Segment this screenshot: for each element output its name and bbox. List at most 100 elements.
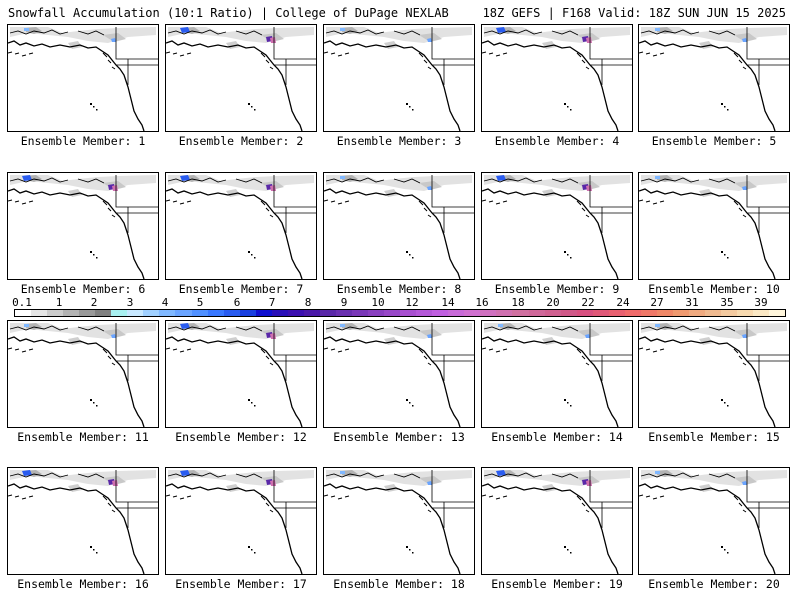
snow-heavy-area: [270, 333, 276, 339]
hawaii-island: [93, 402, 95, 404]
landmass-outline: [483, 325, 579, 332]
ensemble-member-map: [638, 24, 790, 132]
landmass-outline: [325, 325, 421, 332]
colorbar-swatch: [769, 310, 786, 316]
colorbar-swatch: [191, 310, 208, 316]
hawaii-island: [248, 251, 250, 253]
snow-area: [734, 476, 757, 485]
hawaii-island: [406, 251, 408, 253]
colorbar-swatch: [576, 310, 593, 316]
snow-moderate-area: [427, 334, 432, 338]
hawaii-island: [412, 257, 414, 259]
hawaii-island: [570, 552, 572, 554]
hawaii-island: [721, 103, 723, 105]
hawaii-island: [90, 103, 92, 105]
hawaii-island: [567, 254, 569, 256]
colorbar-swatch: [303, 310, 320, 316]
landmass-outline: [167, 325, 263, 332]
hawaii-island: [724, 106, 726, 108]
ensemble-member-label: Ensemble Member: 10: [648, 282, 780, 296]
coastline: [482, 188, 619, 279]
ensemble-member-label: Ensemble Member: 4: [494, 134, 620, 148]
snow-moderate-area: [22, 175, 32, 181]
islands: [482, 51, 508, 57]
hawaii-island: [254, 405, 256, 407]
hawaii-island: [409, 254, 411, 256]
hawaii-island: [93, 254, 95, 256]
colorbar-swatch: [15, 310, 32, 316]
islands: [260, 200, 274, 218]
political-boundaries: [589, 175, 632, 233]
snow-moderate-area: [655, 28, 660, 31]
snow-moderate-area: [496, 175, 506, 181]
landmass-outline: [640, 472, 736, 479]
political-boundaries: [115, 27, 158, 85]
islands: [733, 52, 747, 70]
political-boundaries: [431, 470, 474, 528]
colorbar-swatch: [351, 310, 369, 316]
colorbar-swatch: [368, 310, 385, 316]
colorbar-swatch: [705, 310, 722, 316]
colorbar-swatch: [111, 310, 128, 316]
colorbar-tick-label: 22: [581, 296, 595, 309]
snow-moderate-area: [498, 324, 503, 327]
hawaii-island: [727, 552, 729, 554]
ensemble-member-map: [638, 320, 790, 428]
snow-moderate-area: [340, 324, 345, 327]
colorbar-tick-label: 16: [475, 296, 489, 309]
hawaii-island: [727, 257, 729, 259]
snow-moderate-area: [496, 27, 506, 33]
colorbar-swatch: [512, 310, 529, 316]
political-boundaries: [431, 27, 474, 85]
colorbar-swatch: [319, 310, 336, 316]
ensemble-member-label: Ensemble Member: 8: [336, 282, 462, 296]
model-run-info: 18Z GEFS | F168 Valid: 18Z SUN JUN 15 20…: [482, 6, 786, 20]
ensemble-member-label: Ensemble Member: 14: [491, 430, 623, 444]
colorbar-tick-label: 35: [720, 296, 734, 309]
colorbar-swatch: [688, 310, 706, 316]
colorbar-swatch: [496, 310, 513, 316]
ensemble-member-map: [323, 172, 475, 280]
islands: [418, 52, 432, 70]
snow-moderate-area: [742, 186, 747, 190]
colorbar-tick-label: 0.1: [12, 296, 32, 309]
landmass-outline: [483, 29, 579, 36]
political-boundaries: [746, 27, 789, 85]
hawaii-island: [248, 103, 250, 105]
landmass-outline: [167, 29, 263, 36]
islands: [8, 51, 34, 57]
colorbar-swatch: [63, 310, 80, 316]
islands: [8, 347, 34, 353]
colorbar-swatch: [528, 310, 545, 316]
coastline: [324, 40, 461, 131]
ensemble-member-label: Ensemble Member: 9: [494, 282, 620, 296]
colorbar-swatch: [400, 310, 417, 316]
snow-moderate-area: [180, 175, 190, 181]
islands: [576, 348, 590, 366]
islands: [8, 494, 34, 500]
hawaii-island: [406, 399, 408, 401]
colorbar-swatch: [335, 310, 352, 316]
ensemble-member-map: [7, 467, 159, 575]
political-boundaries: [115, 470, 158, 528]
hawaii-island: [251, 106, 253, 108]
hawaii-island: [567, 402, 569, 404]
colorbar-tick-labels: 0.1 1 2 3 4 5 6 7 8 9 10 12 14 16 18 20 22 24 27 31 35 39: [8, 297, 788, 309]
colorbar-swatch: [79, 310, 96, 316]
hawaii-island: [90, 546, 92, 548]
colorbar-swatch: [127, 310, 144, 316]
landmass-outline: [640, 177, 736, 184]
colorbar-swatch: [47, 310, 64, 316]
islands: [260, 52, 274, 70]
ensemble-member-label: Ensemble Member: 6: [20, 282, 146, 296]
political-boundaries: [115, 323, 158, 381]
colorbar-tick-label: 8: [304, 296, 312, 309]
islands: [324, 494, 350, 500]
coastline: [324, 483, 461, 574]
ensemble-member-label: Ensemble Member: 19: [491, 577, 623, 591]
colorbar-tick-label: 14: [441, 296, 455, 309]
ensemble-member-label: Ensemble Member: 16: [17, 577, 149, 591]
hawaii-island: [570, 109, 572, 111]
ensemble-member-map: [165, 467, 317, 575]
ensemble-member-map: [165, 172, 317, 280]
